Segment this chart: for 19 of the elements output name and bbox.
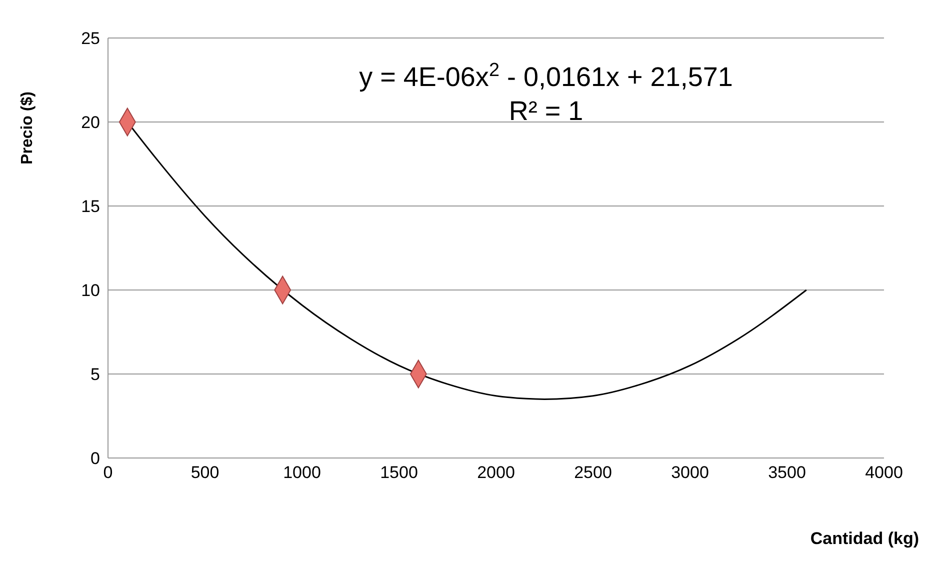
x-tick-label: 1500 [380, 463, 418, 482]
x-tick-label: 500 [190, 463, 220, 482]
y-tick-label: 10 [81, 281, 100, 300]
x-axis-title: Cantidad (kg) [810, 529, 919, 548]
x-tick-label: 0 [103, 463, 113, 482]
x-tick-label: 2000 [477, 463, 515, 482]
x-tick-label: 3500 [768, 463, 806, 482]
y-tick-label: 25 [81, 29, 100, 48]
x-tick-label: 2500 [574, 463, 612, 482]
x-tick-label: 3000 [671, 463, 709, 482]
y-tick-label: 0 [90, 449, 100, 468]
x-tick-label: 4000 [865, 463, 903, 482]
annotation: y = 4E-06x$^{2}$ - 0,0161x + 21,571 [359, 60, 733, 92]
annotation: R² = 1 [508, 96, 584, 126]
y-tick-label: 15 [81, 197, 100, 216]
x-tick-label: 1000 [283, 463, 321, 482]
y-tick-label: 20 [81, 113, 100, 132]
y-axis-title: Precio ($) [19, 92, 36, 164]
y-tick-label: 5 [90, 365, 100, 384]
